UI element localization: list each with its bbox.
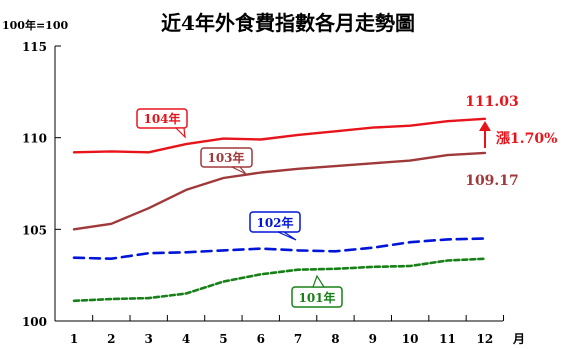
series-label-104: 104年 (136, 108, 188, 139)
x-tick-label: 11 (439, 332, 456, 346)
series-label-103: 103年 (200, 147, 253, 175)
y-tick-label: 105 (22, 223, 47, 237)
series-lines (72, 117, 487, 303)
series-name-104: 104年 (143, 111, 180, 126)
series-line-104年 (72, 117, 487, 154)
series-name-101: 101年 (298, 290, 335, 305)
x-tick-label: 7 (294, 332, 302, 346)
x-tick-label: 1 (70, 332, 78, 346)
axes (54, 46, 503, 322)
x-tick-label: 8 (331, 332, 339, 346)
end-value-103: 109.17 (465, 173, 519, 189)
series-name-103: 103年 (207, 150, 244, 165)
x-ticks: 1 2 3 4 5 6 7 8 9 10 11 12 (70, 315, 505, 346)
series-label-101: 101年 (291, 274, 343, 308)
change-label: 漲1.70% (496, 131, 557, 147)
end-value-104: 111.03 (465, 94, 519, 110)
y-tick-label: 110 (22, 132, 47, 146)
series-name-102: 102年 (256, 215, 293, 230)
y-tick-label: 115 (22, 40, 47, 54)
x-tick-label: 3 (145, 332, 153, 346)
x-tick-label: 9 (369, 332, 377, 346)
x-tick-label: 2 (107, 332, 115, 346)
series-line-101年 (72, 257, 487, 303)
y-ticks: 100 105 110 115 (22, 40, 61, 329)
series-line-102年 (72, 237, 487, 261)
series-line-103年 (72, 151, 487, 231)
x-tick-label: 4 (182, 332, 190, 346)
x-tick-label: 10 (402, 332, 419, 346)
chart-title: 近4年外食費指數各月走勢圖 (161, 11, 415, 35)
change-arrow-icon (479, 121, 491, 148)
unit-label: 100年=100 (2, 18, 68, 32)
series-label-102: 102年 (249, 211, 301, 241)
x-tick-label: 12 (476, 332, 493, 346)
x-tick-label: 5 (219, 332, 227, 346)
x-axis-unit-label: 月 (512, 332, 525, 346)
x-tick-label: 6 (257, 332, 265, 346)
y-tick-label: 100 (22, 315, 47, 329)
